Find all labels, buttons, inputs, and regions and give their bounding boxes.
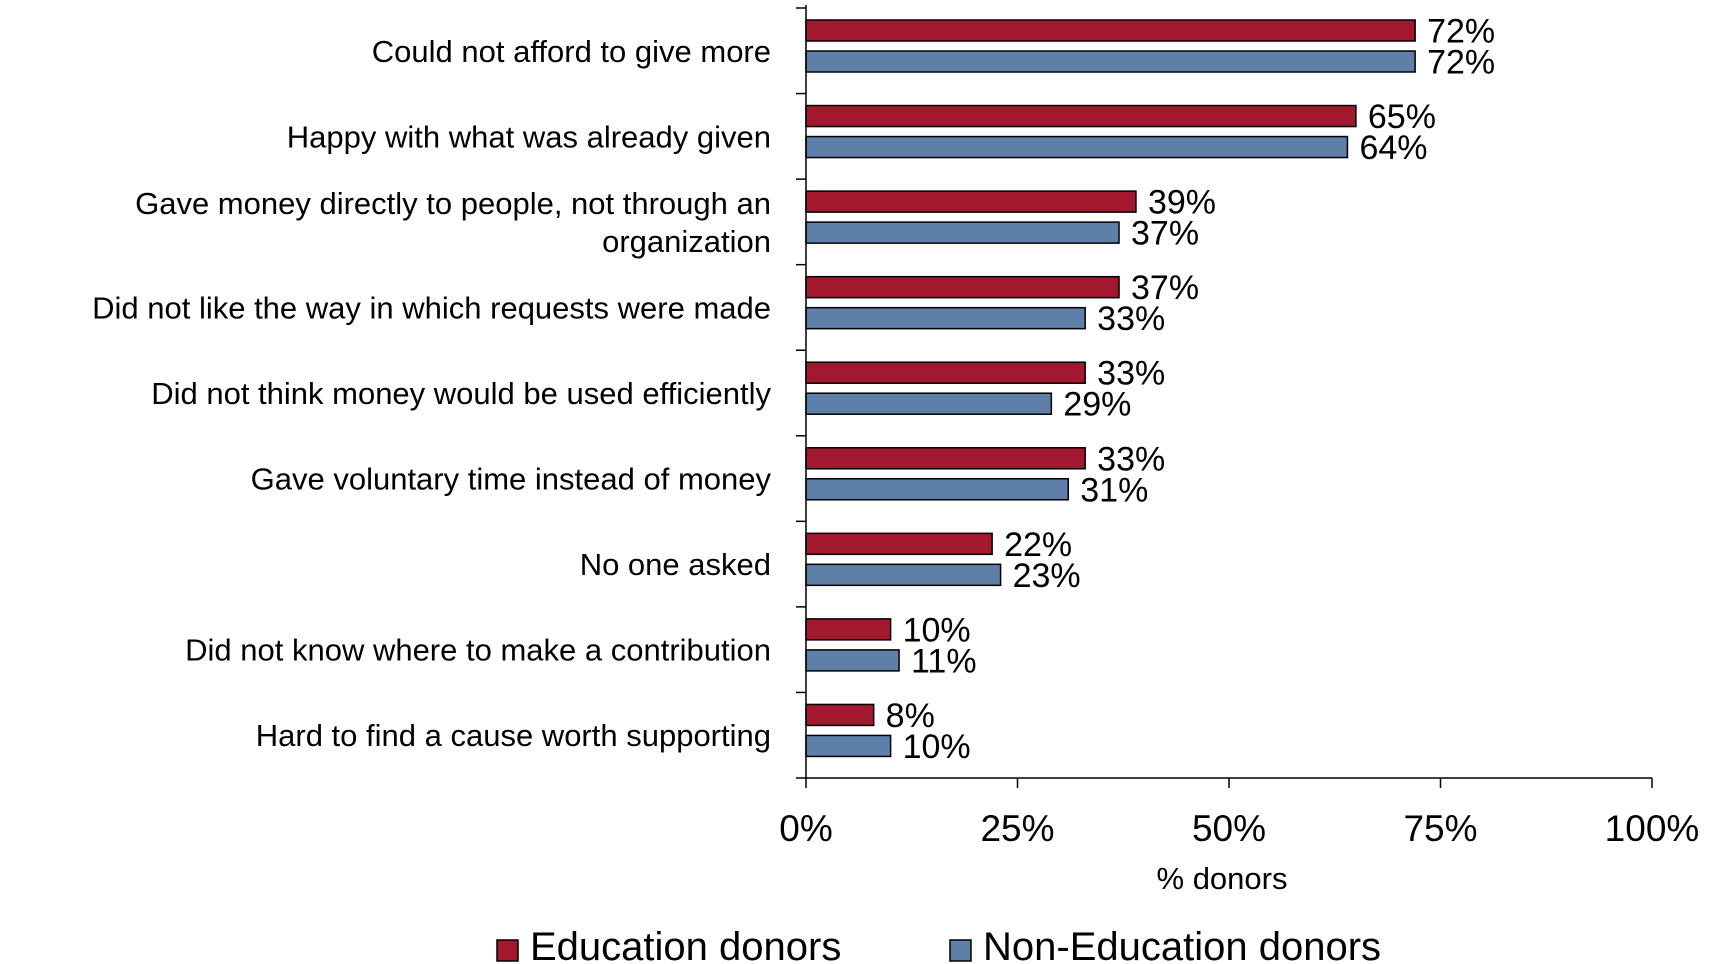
x-tick-label-0: 0% bbox=[779, 808, 832, 849]
category-label-8: Hard to find a cause worth supporting bbox=[256, 718, 771, 753]
bar-non-education-3 bbox=[805, 306, 1086, 330]
x-tick-label-4: 100% bbox=[1605, 808, 1700, 849]
category-label-7: Did not know where to make a contributio… bbox=[185, 633, 771, 668]
bar-non-education-6 bbox=[805, 563, 1002, 587]
bar-non-education-8 bbox=[805, 734, 892, 758]
value-label-non-education-0: 72% bbox=[1427, 44, 1495, 82]
bar-education-0 bbox=[805, 19, 1416, 42]
value-label-education-2: 39% bbox=[1148, 184, 1216, 222]
value-label-non-education-1: 64% bbox=[1359, 129, 1427, 167]
bar-education-6 bbox=[805, 532, 993, 556]
value-label-non-education-8: 10% bbox=[903, 728, 971, 766]
bar-education-1 bbox=[805, 104, 1357, 128]
category-label-5: Gave voluntary time instead of money bbox=[251, 462, 772, 497]
value-label-education-3: 37% bbox=[1131, 269, 1199, 307]
value-label-education-0: 72% bbox=[1427, 13, 1495, 51]
category-label-1: Happy with what was already given bbox=[287, 119, 771, 154]
category-label-2-line-0: Gave money directly to people, not throu… bbox=[135, 186, 771, 221]
x-tick-label-1: 25% bbox=[980, 808, 1054, 849]
bar-education-2 bbox=[805, 190, 1137, 213]
value-label-education-6: 22% bbox=[1004, 526, 1072, 564]
value-label-education-7: 10% bbox=[903, 611, 971, 649]
bar-non-education-2 bbox=[805, 221, 1120, 244]
value-label-education-1: 65% bbox=[1368, 98, 1436, 136]
value-label-education-8: 8% bbox=[886, 697, 935, 735]
value-label-non-education-7: 11% bbox=[911, 642, 977, 680]
category-labels: Could not afford to give more Happy with … bbox=[92, 34, 771, 753]
value-label-non-education-6: 23% bbox=[1013, 557, 1081, 595]
category-label-3: Did not like the way in which requests w… bbox=[92, 290, 771, 325]
bar-non-education-0 bbox=[805, 50, 1416, 73]
x-tick-label-2: 50% bbox=[1192, 808, 1266, 849]
value-label-education-4: 33% bbox=[1097, 355, 1165, 393]
legend-swatch-education bbox=[496, 939, 519, 962]
bar-education-3 bbox=[805, 275, 1120, 299]
bar-non-education-1 bbox=[805, 135, 1349, 159]
bar-education-8 bbox=[805, 703, 875, 727]
category-label-2-line-1: organization bbox=[602, 224, 771, 259]
bar-non-education-5 bbox=[805, 478, 1070, 501]
legend-label-education: Education donors bbox=[530, 925, 841, 964]
value-label-non-education-4: 29% bbox=[1063, 386, 1131, 424]
category-label-4: Did not think money would be used effici… bbox=[151, 376, 771, 411]
bar-non-education-7 bbox=[805, 649, 900, 672]
value-label-non-education-3: 33% bbox=[1097, 300, 1165, 338]
legend: Education donors Non-Education donors bbox=[496, 925, 1381, 964]
bar-education-4 bbox=[805, 361, 1086, 384]
category-label-0: Could not afford to give more bbox=[372, 34, 771, 69]
bar-education-7 bbox=[805, 618, 892, 641]
value-label-non-education-5: 31% bbox=[1080, 471, 1148, 509]
axes: 0% 25% 50% 75% 100% bbox=[779, 5, 1699, 849]
x-tick-label-3: 75% bbox=[1403, 808, 1477, 849]
category-label-6: No one asked bbox=[580, 547, 771, 582]
value-labels: 72%72%65%64%39%37%37%33%33%29%33%31%22%2… bbox=[886, 13, 1496, 766]
value-label-education-5: 33% bbox=[1097, 440, 1165, 478]
x-axis-title: % donors bbox=[1157, 861, 1288, 896]
legend-swatch-non-education bbox=[949, 939, 972, 962]
value-label-non-education-2: 37% bbox=[1131, 215, 1199, 253]
legend-label-non-education: Non-Education donors bbox=[983, 925, 1381, 964]
bar-non-education-4 bbox=[805, 392, 1053, 415]
bar-education-5 bbox=[805, 447, 1086, 470]
